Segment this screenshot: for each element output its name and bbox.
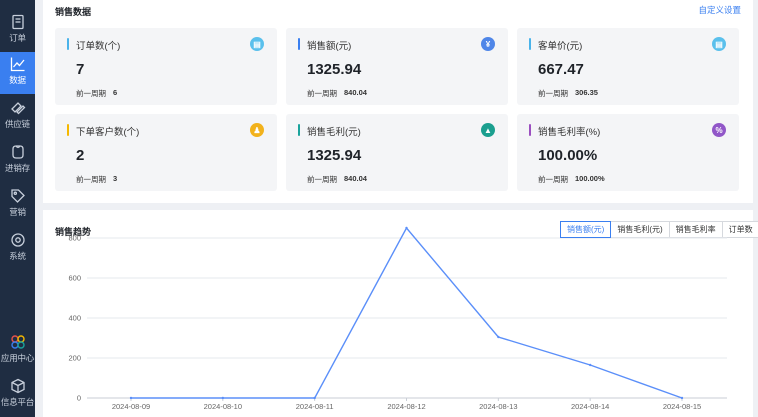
y-tick-label: 800 <box>68 234 81 243</box>
nav-item-data[interactable]: 数据 <box>0 52 35 94</box>
nav-label: 数据 <box>9 75 26 85</box>
card-value: 100.00% <box>538 147 598 164</box>
nav-item-marketing[interactable]: 营销 <box>0 184 35 226</box>
avg-order-value-card[interactable]: 客单价(元) ▤ 667.47 前一周期 306.35 <box>517 28 739 105</box>
data-point[interactable] <box>588 363 592 367</box>
prev-period-value: 6 <box>113 88 118 97</box>
nav-item-info-platform[interactable]: 信息平台 <box>0 374 35 416</box>
data-point[interactable] <box>129 396 133 400</box>
nav-label: 系统 <box>9 251 26 261</box>
inventory-icon <box>11 145 24 159</box>
prev-period-label: 前一周期 <box>307 89 337 98</box>
card-accent-bar <box>298 124 300 136</box>
sidebar: 订单 数据 供应链 进销存 营销 系统 应用中心 信息平台 <box>0 0 35 417</box>
nav-item-supply-chain[interactable]: 供应链 <box>0 96 35 138</box>
card-title: 下单客户数(个) <box>76 127 140 138</box>
gross-margin-card[interactable]: 销售毛利率(%)% 100.00% 前一周期 100.00% <box>517 114 739 191</box>
money-bag-icon: ▲ <box>481 123 495 137</box>
tag-icon <box>10 189 25 203</box>
data-point[interactable] <box>497 335 500 339</box>
prev-period-value: 840.04 <box>344 174 367 183</box>
sales-amount-card[interactable]: 销售额(元) ¥1325.94 前一周期 840.04 <box>286 28 508 105</box>
section-title: 销售趋势 <box>55 227 92 237</box>
prev-period-value: 840.04 <box>344 88 367 97</box>
prev-period-value: 3 <box>113 174 118 183</box>
card-accent-bar <box>298 38 300 50</box>
customize-settings-link[interactable]: 自定义设置 <box>698 5 741 15</box>
x-tick-label: 2024-08-15 <box>663 402 701 411</box>
yen-icon: ¥ <box>481 37 495 51</box>
card-accent-bar <box>529 38 531 50</box>
x-tick-label: 2024-08-09 <box>112 402 150 411</box>
prev-period-label: 前一周期 <box>538 175 568 184</box>
y-tick-label: 0 <box>77 394 81 403</box>
apps-icon <box>10 335 25 349</box>
prev-period-value: 100.00% <box>575 174 605 183</box>
y-tick-label: 600 <box>68 274 81 283</box>
customer-count-card[interactable]: 下单客户数(个) ♟ 2 前一周期 3 <box>55 114 277 191</box>
nav-label: 信息平台 <box>0 397 35 407</box>
nav-label: 订单 <box>9 33 26 43</box>
card-title: 销售额(元) <box>307 41 352 52</box>
gross-profit-card[interactable]: 销售毛利(元) ▲ 1325.94 前一周期 840.04 <box>286 114 508 191</box>
card-value: 7 <box>76 61 85 78</box>
order-icon <box>11 14 24 30</box>
section-title: 销售数据 <box>55 7 92 17</box>
card-accent-bar <box>67 38 69 50</box>
chart-icon <box>10 57 25 72</box>
card-value: 2 <box>76 147 85 164</box>
nav-label: 进销存 <box>5 163 30 173</box>
card-title: 客单价(元) <box>538 41 583 52</box>
nav-label: 供应链 <box>5 119 30 129</box>
document-icon: ▤ <box>712 37 726 51</box>
prev-period-value: 306.35 <box>575 88 598 97</box>
data-point[interactable] <box>313 396 316 400</box>
data-point[interactable] <box>221 396 225 400</box>
prev-period-label: 前一周期 <box>538 89 568 98</box>
document-icon: ▤ <box>250 37 264 51</box>
card-title: 销售毛利率(%) <box>538 127 601 138</box>
tab-sales-amount[interactable]: 销售额(元) <box>560 221 612 238</box>
nav-item-app-center[interactable]: 应用中心 <box>0 330 35 372</box>
sales-data-panel: 销售数据 自定义设置 订单数(个) ▤ 7 前一周期 6 销售额(元) ¥1325.94 前一… <box>43 0 753 203</box>
series-line <box>131 226 683 399</box>
card-accent-bar <box>529 124 531 136</box>
card-title: 订单数(个) <box>76 41 121 52</box>
x-tick-label: 2024-08-12 <box>387 402 425 411</box>
y-tick-label: 400 <box>68 314 81 323</box>
prev-period-label: 前一周期 <box>76 89 106 98</box>
nav-label: 应用中心 <box>0 353 35 363</box>
percent-icon: % <box>712 123 726 137</box>
card-value: 1325.94 <box>307 147 362 164</box>
supply-chain-icon <box>10 102 25 115</box>
data-point[interactable] <box>405 226 408 230</box>
x-tick-label: 2024-08-14 <box>571 402 609 411</box>
data-point[interactable] <box>680 396 684 400</box>
x-tick-label: 2024-08-13 <box>479 402 517 411</box>
nav-item-orders[interactable]: 订单 <box>0 10 35 52</box>
prev-period-label: 前一周期 <box>76 175 106 184</box>
card-title: 销售毛利(元) <box>307 127 361 138</box>
x-tick-label: 2024-08-10 <box>204 402 242 411</box>
x-tick-label: 2024-08-11 <box>296 402 334 411</box>
card-value: 1325.94 <box>307 61 362 78</box>
tab-order-count[interactable]: 订单数 <box>721 221 758 238</box>
sales-trend-chart: 0 200 400 600 800 2024-08-09 2024-08-10 2024-08… <box>68 226 727 411</box>
order-count-card[interactable]: 订单数(个) ▤ 7 前一周期 6 <box>55 28 277 105</box>
card-accent-bar <box>67 124 69 136</box>
card-value: 667.47 <box>538 61 584 78</box>
cube-icon <box>10 378 25 394</box>
user-icon: ♟ <box>250 123 264 137</box>
nav-label: 营销 <box>9 207 26 217</box>
sales-trend-panel: 销售趋势 销售额(元) 销售毛利(元) 销售毛利率 订单数 0 200 400 600… <box>43 210 758 417</box>
gear-icon <box>10 233 25 247</box>
prev-period-label: 前一周期 <box>307 175 337 184</box>
nav-item-inventory[interactable]: 进销存 <box>0 140 35 182</box>
nav-item-system[interactable]: 系统 <box>0 228 35 270</box>
y-tick-label: 200 <box>68 354 81 363</box>
